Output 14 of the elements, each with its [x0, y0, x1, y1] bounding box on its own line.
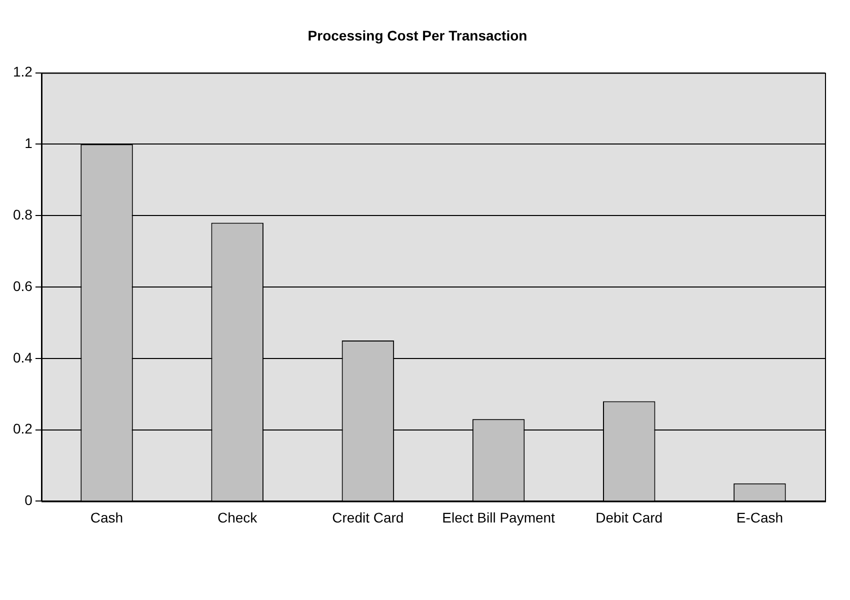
y-tick-label: 0 [24, 492, 33, 508]
y-tick-label: 1 [24, 135, 33, 152]
y-tick-label: 0.8 [12, 206, 33, 222]
x-tick-label: Check [218, 509, 258, 526]
x-tick-label: Cash [90, 509, 124, 526]
y-tick-label: 0.2 [12, 420, 33, 437]
x-tick-label: Elect Bill Payment [442, 509, 556, 526]
y-tick-label: 0.6 [12, 278, 33, 294]
chart-title: Processing Cost Per Transaction [308, 27, 528, 44]
y-tick-label: 0.4 [12, 349, 33, 366]
y-tick-label: 1.2 [12, 64, 33, 80]
x-tick-label: Credit Card [332, 509, 404, 526]
x-tick-label: E-Cash [736, 509, 784, 526]
x-tick-label: Debit Card [596, 509, 663, 526]
